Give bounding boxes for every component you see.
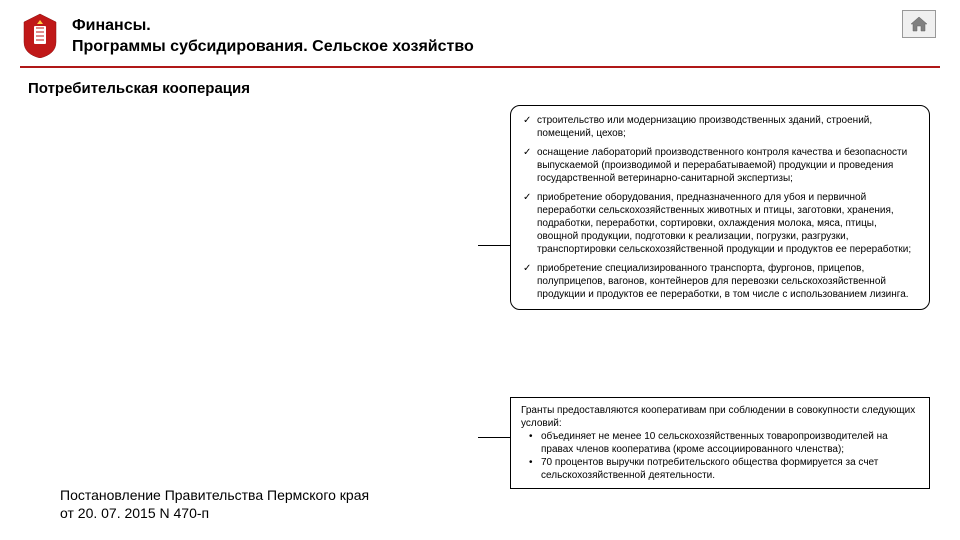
condition-item: объединяет не менее 10 сельскохозяйствен… [533,430,919,456]
home-icon [909,15,929,33]
home-button[interactable] [902,10,936,38]
check-item: приобретение оборудования, предназначенн… [523,191,915,256]
page-title: Финансы. Программы субсидирования. Сельс… [72,12,474,58]
conditions-list: объединяет не менее 10 сельскохозяйствен… [521,430,919,482]
check-list: строительство или модернизацию производс… [523,114,915,301]
conditions-text: Гранты предоставляются кооперативам при … [521,404,919,482]
condition-item: 70 процентов выручки потребительского об… [533,456,919,482]
title-line2: Программы субсидирования. Сельское хозяй… [72,37,474,58]
footer-line1: Постановление Правительства Пермского кр… [60,486,369,504]
footer-reference: Постановление Правительства Пермского кр… [60,486,369,522]
check-item: приобретение специализированного транспо… [523,262,915,301]
subsidy-items-box: строительство или модернизацию производс… [510,105,930,310]
content-area: строительство или модернизацию производс… [0,105,960,485]
conditions-intro: Гранты предоставляются кооперативам при … [521,404,919,430]
title-line1: Финансы. [72,16,474,37]
section-subtitle: Потребительская кооперация [0,68,960,105]
footer-line2: от 20. 07. 2015 N 470-п [60,504,369,522]
connector-line [478,437,510,438]
region-emblem-icon [20,12,60,58]
connector-line [478,245,510,246]
check-item: оснащение лабораторий производственного … [523,146,915,185]
conditions-box: Гранты предоставляются кооперативам при … [510,397,930,489]
header: Финансы. Программы субсидирования. Сельс… [0,0,960,66]
check-item: строительство или модернизацию производс… [523,114,915,140]
